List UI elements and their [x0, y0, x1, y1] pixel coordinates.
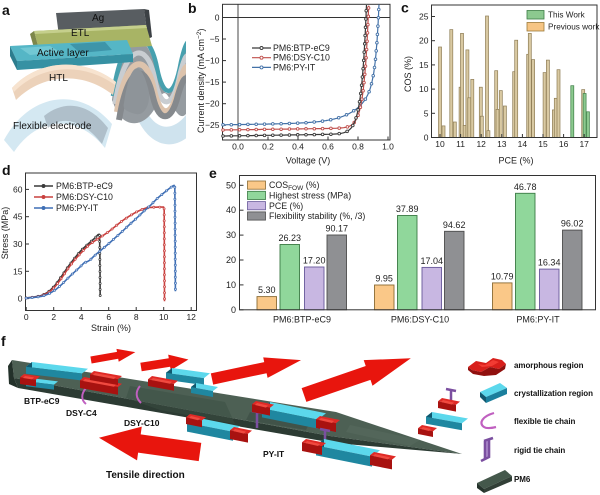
svg-text:4: 4 [79, 312, 84, 322]
svg-text:0.4: 0.4 [292, 142, 304, 152]
svg-text:11: 11 [456, 139, 465, 149]
svg-text:Ag: Ag [92, 13, 104, 24]
svg-text:5.30: 5.30 [258, 285, 276, 295]
svg-text:PM6:DSY-C10: PM6:DSY-C10 [391, 315, 449, 325]
svg-text:d: d [2, 162, 11, 178]
svg-text:Stress (MPa): Stress (MPa) [0, 207, 10, 260]
svg-text:f: f [1, 333, 6, 349]
svg-text:94.62: 94.62 [443, 220, 466, 230]
svg-text:Current density (mA cm−2): Current density (mA cm−2) [196, 29, 206, 133]
svg-text:amorphous region: amorphous region [514, 361, 584, 370]
svg-text:17: 17 [579, 139, 589, 149]
svg-text:Voltage (V): Voltage (V) [286, 156, 331, 166]
svg-text:10.79: 10.79 [491, 271, 514, 281]
svg-text:37.89: 37.89 [396, 204, 419, 214]
svg-text:0: 0 [18, 294, 23, 304]
svg-text:−15: −15 [205, 77, 220, 87]
svg-text:PM6:BTP-eC9: PM6:BTP-eC9 [56, 181, 113, 191]
svg-text:b: b [188, 0, 197, 16]
svg-text:ETL: ETL [71, 28, 90, 39]
svg-text:Highest stress (MPa): Highest stress (MPa) [269, 191, 351, 201]
svg-text:6: 6 [106, 312, 111, 322]
svg-text:0.2: 0.2 [262, 142, 274, 152]
svg-text:COS (%): COS (%) [403, 56, 413, 92]
svg-text:PM6:DSY-C10: PM6:DSY-C10 [56, 192, 113, 202]
svg-text:45: 45 [13, 212, 23, 222]
svg-text:40: 40 [226, 205, 236, 215]
svg-text:12: 12 [476, 139, 486, 149]
svg-text:rigid tie chain: rigid tie chain [514, 446, 565, 455]
svg-text:flexible tie chain: flexible tie chain [514, 417, 576, 426]
svg-text:16.34: 16.34 [538, 258, 561, 268]
svg-text:DSY-C4: DSY-C4 [66, 408, 97, 418]
svg-text:Flexibility stability (%, /3): Flexibility stability (%, /3) [269, 211, 365, 221]
svg-text:PM6:PY-IT: PM6:PY-IT [516, 315, 560, 325]
svg-text:15: 15 [13, 266, 23, 276]
svg-text:10: 10 [435, 139, 445, 149]
svg-text:30: 30 [226, 230, 236, 240]
svg-text:−10: −10 [205, 56, 220, 66]
svg-text:10: 10 [159, 312, 169, 322]
svg-text:10: 10 [226, 280, 236, 290]
svg-text:This Work: This Work [548, 11, 586, 20]
svg-text:PM6:PY-IT: PM6:PY-IT [56, 203, 99, 213]
svg-text:8: 8 [134, 312, 139, 322]
svg-text:0.0: 0.0 [232, 142, 244, 152]
svg-text:0.6: 0.6 [322, 142, 334, 152]
svg-text:crystallization region: crystallization region [514, 389, 593, 398]
svg-text:13: 13 [497, 139, 507, 149]
svg-text:Previous work: Previous work [548, 23, 600, 32]
svg-text:Tensile direction: Tensile direction [106, 470, 185, 481]
svg-text:BTP-eC9: BTP-eC9 [24, 396, 60, 406]
svg-text:DSY-C10: DSY-C10 [124, 418, 160, 428]
svg-text:c: c [401, 0, 409, 16]
svg-text:HTL: HTL [49, 73, 68, 84]
svg-text:PCE (%): PCE (%) [269, 201, 303, 211]
svg-text:PCE (%): PCE (%) [498, 156, 533, 166]
svg-text:2: 2 [51, 312, 56, 322]
svg-text:60: 60 [13, 184, 23, 194]
svg-text:50: 50 [226, 180, 236, 190]
svg-text:30: 30 [13, 239, 23, 249]
svg-text:PY-IT: PY-IT [263, 449, 285, 459]
svg-text:COSFOW (%): COSFOW (%) [269, 180, 319, 192]
svg-text:a: a [2, 2, 10, 18]
svg-text:Active layer: Active layer [37, 48, 89, 59]
svg-text:17.04: 17.04 [421, 256, 444, 266]
svg-text:0: 0 [215, 13, 220, 23]
svg-text:0: 0 [424, 133, 429, 143]
svg-text:10: 10 [419, 84, 429, 94]
svg-text:0: 0 [24, 312, 29, 322]
svg-text:9.95: 9.95 [375, 274, 393, 284]
svg-text:e: e [209, 165, 217, 181]
svg-text:12: 12 [186, 312, 196, 322]
svg-text:96.02: 96.02 [561, 219, 584, 229]
svg-text:PM6:BTP-eC9: PM6:BTP-eC9 [273, 315, 331, 325]
svg-text:PM6:BTP-eC9: PM6:BTP-eC9 [273, 43, 330, 53]
svg-text:26.23: 26.23 [279, 233, 302, 243]
svg-text:PM6: PM6 [514, 475, 531, 484]
svg-text:20: 20 [419, 36, 429, 46]
svg-text:PM6:PY-IT: PM6:PY-IT [273, 62, 316, 72]
svg-text:17.20: 17.20 [303, 256, 326, 266]
svg-text:−20: −20 [205, 99, 220, 109]
svg-text:0: 0 [231, 305, 236, 315]
svg-text:1.0: 1.0 [382, 142, 394, 152]
svg-text:20: 20 [226, 255, 236, 265]
svg-text:14: 14 [518, 139, 528, 149]
svg-text:0.8: 0.8 [352, 142, 364, 152]
svg-text:Strain (%): Strain (%) [91, 323, 131, 333]
svg-text:15: 15 [538, 139, 548, 149]
svg-text:−5: −5 [210, 34, 220, 44]
svg-text:16: 16 [559, 139, 569, 149]
svg-text:5: 5 [424, 108, 429, 118]
svg-text:PM6:DSY-C10: PM6:DSY-C10 [273, 53, 330, 63]
svg-text:Flexible electrode: Flexible electrode [13, 121, 92, 132]
svg-text:15: 15 [419, 60, 429, 70]
svg-text:25: 25 [419, 12, 429, 22]
svg-text:90.17: 90.17 [326, 224, 349, 234]
svg-text:46.78: 46.78 [514, 182, 537, 192]
svg-text:−25: −25 [205, 120, 220, 130]
